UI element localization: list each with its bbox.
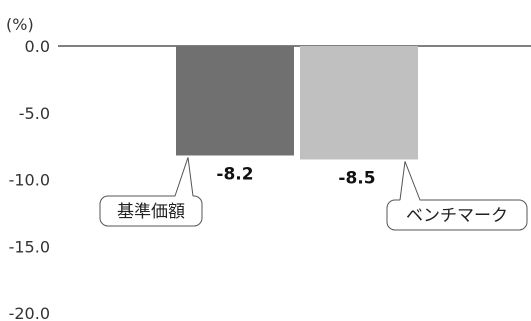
y-tick-label: -20.0 <box>9 304 50 321</box>
data-labels: -8.2 -8.5 <box>216 164 375 188</box>
category-label: ベンチマーク <box>406 206 508 226</box>
y-tick-label: 0.0 <box>25 37 50 56</box>
y-axis-ticks: 0.0 -5.0 -10.0 -15.0 -20.0 <box>9 37 50 321</box>
bar-value-label: -8.5 <box>338 168 375 188</box>
bar <box>176 46 294 156</box>
category-callout: 基準価額 <box>99 157 203 227</box>
y-tick-label: -5.0 <box>19 104 50 123</box>
bars <box>176 46 418 160</box>
y-tick-label: -15.0 <box>9 237 50 256</box>
y-axis-unit-label: (%) <box>6 15 34 34</box>
category-label: 基準価額 <box>117 202 185 222</box>
category-callout: ベンチマーク <box>386 161 528 231</box>
y-tick-label: -10.0 <box>9 171 50 190</box>
bar-value-label: -8.2 <box>216 164 253 184</box>
category-callouts: 基準価額 ベンチマーク <box>99 157 528 231</box>
bar <box>300 46 418 160</box>
